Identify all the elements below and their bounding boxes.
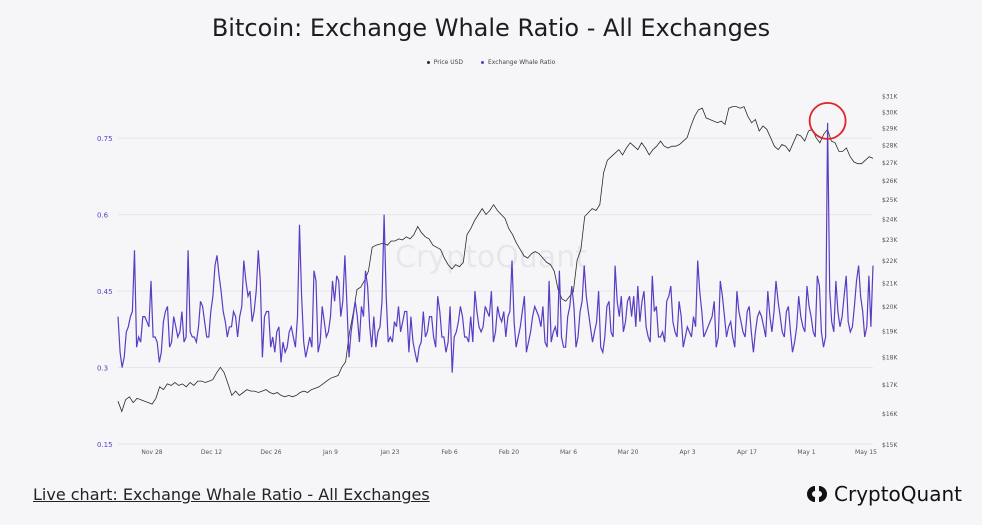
legend-item-ratio[interactable]: Exchange Whale Ratio (480, 59, 556, 66)
right-tick-label: $27K (882, 160, 898, 167)
right-tick-label: $23K (882, 237, 898, 244)
x-tick-label: Jan 9 (322, 449, 338, 456)
right-tick-label: $22K (882, 258, 898, 265)
right-tick-label: $16K (882, 411, 898, 418)
x-tick-label: Feb 20 (499, 449, 519, 456)
price-legend-dot (426, 61, 430, 64)
brand-logo: CryptoQuant (806, 482, 962, 506)
right-tick-label: $29K (882, 126, 898, 133)
x-tick-label: Dec 26 (260, 449, 281, 456)
x-tick-label: May 1 (797, 449, 815, 456)
watermark: CryptoQuant (395, 240, 587, 275)
left-tick-label: 0.3 (97, 365, 108, 373)
right-tick-label: $24K (882, 216, 898, 223)
right-tick-label: $17K (882, 382, 898, 389)
chart-title: Bitcoin: Exchange Whale Ratio - All Exch… (211, 14, 771, 42)
right-tick-label: $28K (882, 143, 898, 150)
x-tick-label: Jan 23 (380, 449, 400, 456)
left-tick-label: 0.75 (97, 135, 113, 143)
ratio-series-line (117, 122, 874, 373)
chart-legend: Price USD Exchange Whale Ratio (0, 59, 982, 66)
left-tick-label: 0.45 (97, 288, 113, 296)
legend-label-ratio: Exchange Whale Ratio (487, 59, 556, 66)
x-tick-label: Mar 6 (560, 449, 577, 456)
right-tick-label: $31K (882, 94, 898, 101)
right-tick-label: $21K (882, 281, 898, 288)
chart-canvas: 0.15 0.3 0.45 0.6 0.75 $15K $16K $17K $18K $19K $2… (97, 94, 898, 456)
right-tick-label: $19K (882, 329, 898, 336)
right-tick-label: $20K (882, 304, 898, 311)
x-tick-label: Apr 3 (679, 449, 695, 456)
highlight-circle (808, 101, 847, 140)
ratio-legend-dot (480, 61, 484, 64)
right-tick-label: $25K (882, 197, 898, 204)
price-series-line (117, 106, 874, 413)
live-chart-link[interactable]: Live chart: Exchange Whale Ratio - All E… (33, 485, 430, 504)
right-tick-label: $18K (882, 355, 898, 362)
x-tick-label: Feb 6 (441, 449, 458, 456)
legend-item-price[interactable]: Price USD (426, 59, 464, 66)
left-tick-label: 0.15 (97, 441, 113, 449)
legend-label-price: Price USD (433, 59, 464, 66)
x-tick-label: Dec 12 (201, 449, 222, 456)
cryptoquant-logo-icon (807, 486, 827, 502)
left-tick-label: 0.6 (97, 212, 109, 220)
brand-name: CryptoQuant (834, 482, 962, 506)
x-tick-label: May 15 (855, 449, 877, 456)
right-tick-label: $26K (882, 178, 898, 185)
x-tick-label: Apr 17 (737, 449, 757, 456)
right-tick-label: $15K (882, 442, 898, 449)
x-tick-label: Nov 28 (141, 449, 162, 456)
right-tick-label: $30K (882, 109, 898, 116)
x-tick-label: Mar 20 (618, 449, 639, 456)
